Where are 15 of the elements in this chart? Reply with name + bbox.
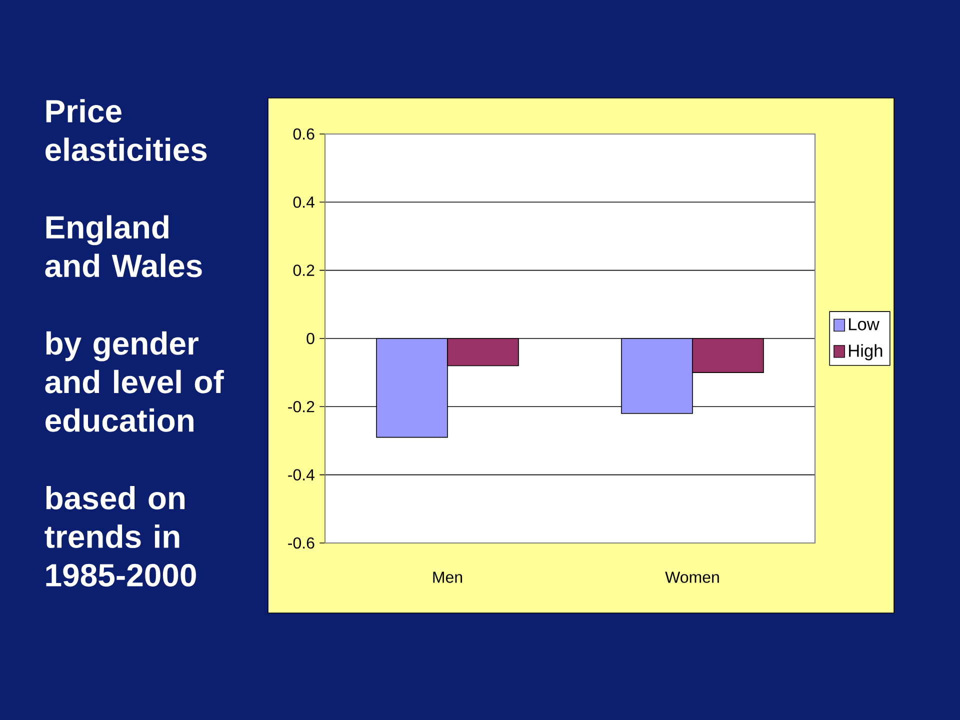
y-tick-label: -0.6 [288,537,314,549]
x-tick-label: Men [433,572,462,583]
y-tick-label: -0.2 [288,400,314,412]
text: by gender and level of education [45,331,224,432]
y-tick-label: -0.4 [288,469,314,480]
y-tick-label: 0.6 [293,128,314,140]
text: England and Wales [45,215,202,278]
x-tick-label: Women [665,572,719,583]
legend-label: High [849,344,882,360]
legend-label: Low [849,318,880,330]
y-tick-label: 0.2 [293,264,314,276]
y-tick-label: 0 [306,332,314,344]
chart-title: Price elasticities [46,99,207,162]
text: based on trends in 1985-2000 [44,486,196,587]
y-tick-label: 0.4 [293,196,314,208]
